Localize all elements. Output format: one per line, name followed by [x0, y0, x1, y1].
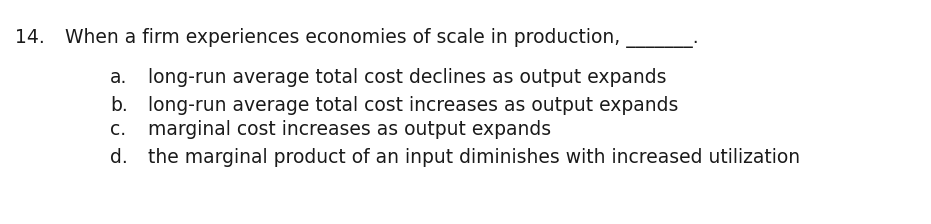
Text: d.: d. — [110, 148, 128, 167]
Text: 14.: 14. — [15, 28, 45, 47]
Text: the marginal product of an input diminishes with increased utilization: the marginal product of an input diminis… — [148, 148, 800, 167]
Text: c.: c. — [110, 120, 126, 139]
Text: When a firm experiences economies of scale in production, _______.: When a firm experiences economies of sca… — [65, 28, 698, 48]
Text: long-run average total cost increases as output expands: long-run average total cost increases as… — [148, 96, 679, 115]
Text: a.: a. — [110, 68, 128, 87]
Text: b.: b. — [110, 96, 128, 115]
Text: marginal cost increases as output expands: marginal cost increases as output expand… — [148, 120, 551, 139]
Text: long-run average total cost declines as output expands: long-run average total cost declines as … — [148, 68, 667, 87]
